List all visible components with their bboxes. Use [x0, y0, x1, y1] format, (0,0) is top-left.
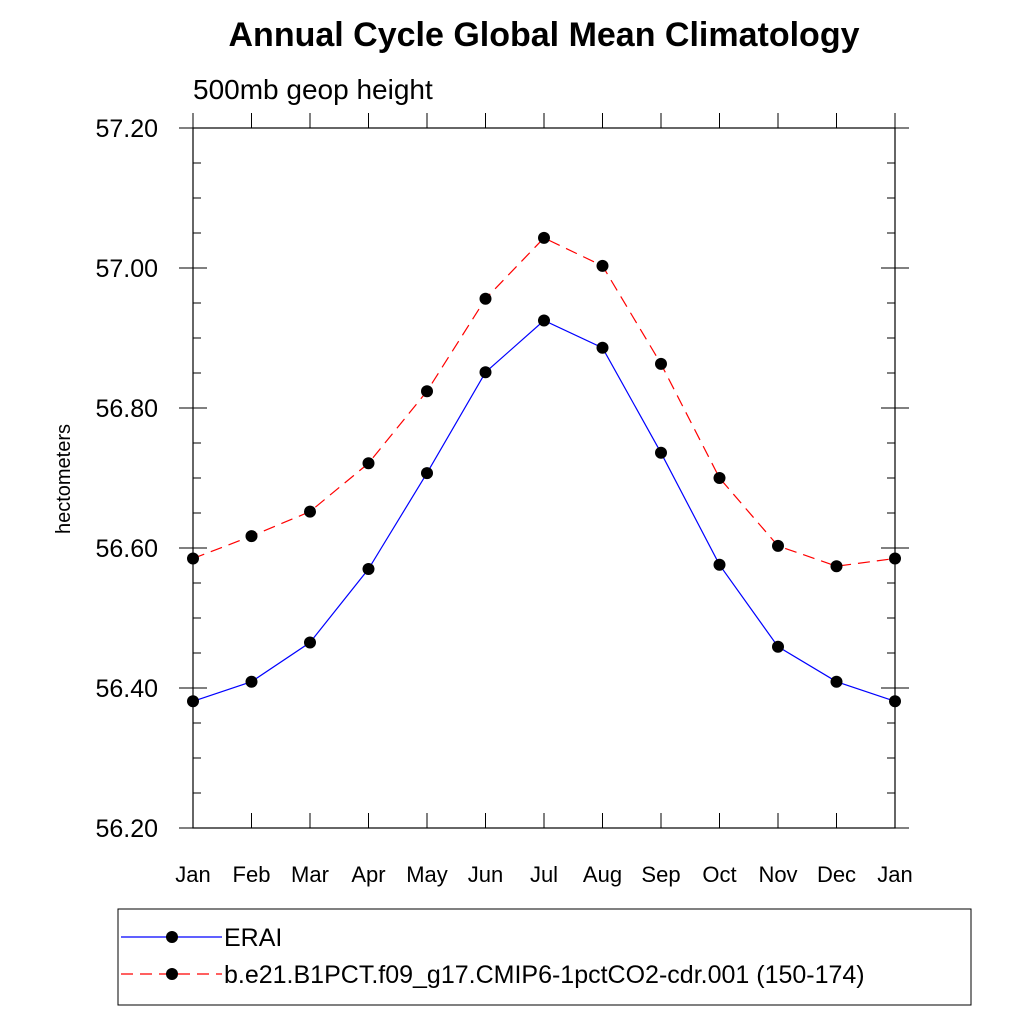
data-point — [830, 560, 843, 573]
data-point — [479, 366, 492, 379]
data-point — [538, 231, 550, 244]
legend-box — [117, 908, 972, 1006]
data-point — [596, 341, 609, 354]
x-tick-labels: Jan Feb Mar Apr May Jun Jul Aug Sep Oct Nov Dec Jan — [175, 862, 912, 887]
chart-title: Annual Cycle Global Mean Climatology — [229, 16, 860, 54]
series-layer — [187, 231, 901, 708]
data-point — [596, 259, 609, 272]
legend-label: ERAI — [224, 924, 282, 952]
data-point — [187, 695, 199, 708]
x-tick-label: Feb — [233, 862, 271, 887]
y-tick-label: 57.20 — [95, 115, 158, 143]
x-tick-label: Jan — [175, 862, 210, 887]
y-tick-label: 56.80 — [95, 395, 158, 423]
data-point — [245, 530, 258, 543]
x-tick-label: Nov — [758, 862, 797, 887]
y-tick-label: 56.40 — [95, 675, 158, 703]
data-point — [421, 385, 433, 398]
data-point — [830, 675, 843, 688]
data-point — [772, 539, 784, 552]
data-point — [713, 472, 726, 484]
x-tick-label: Sep — [641, 862, 680, 887]
data-point — [772, 640, 784, 653]
data-point — [304, 636, 316, 649]
chart-subtitle: 500mb geop height — [193, 74, 433, 105]
legend: ERAI b.e21.B1PCT.f09_g17.CMIP6-1pctCO2-cd… — [117, 908, 972, 1006]
series-line — [192, 237, 896, 567]
data-point — [304, 505, 316, 518]
data-point — [421, 467, 433, 480]
y-tick-label: 56.20 — [95, 815, 158, 843]
x-tick-label: May — [406, 862, 448, 887]
data-point — [245, 675, 258, 688]
y-tick-label: 57.00 — [95, 255, 158, 283]
series-line — [192, 319, 896, 702]
y-tick-label: 56.60 — [95, 535, 158, 563]
x-tick-label: Mar — [291, 862, 329, 887]
x-tick-label: Jan — [877, 862, 912, 887]
legend-label: b.e21.B1PCT.f09_g17.CMIP6-1pctCO2-cdr.00… — [224, 961, 865, 989]
x-tick-label: Jul — [530, 862, 558, 887]
legend-marker — [166, 968, 178, 980]
data-point — [479, 292, 492, 305]
data-point — [187, 552, 199, 565]
data-point — [655, 357, 667, 370]
x-tick-label: Oct — [702, 862, 736, 887]
x-tick-label: Dec — [817, 862, 856, 887]
data-point — [538, 314, 550, 327]
x-tick-label: Jun — [468, 862, 503, 887]
data-point — [655, 446, 667, 459]
data-point — [713, 558, 726, 571]
series-1 — [187, 314, 901, 708]
y-tick-labels: 57.20 57.00 56.80 56.60 56.40 56.20 — [95, 115, 158, 843]
legend-marker — [166, 931, 178, 943]
data-point — [362, 563, 375, 575]
x-tick-label: Apr — [351, 862, 385, 887]
series-2 — [187, 231, 901, 573]
y-axis-label: hectometers — [53, 424, 75, 534]
data-point — [889, 695, 901, 708]
x-tick-label: Aug — [583, 862, 622, 887]
data-point — [889, 552, 901, 565]
data-point — [362, 457, 375, 470]
axis-ticks — [179, 113, 909, 829]
